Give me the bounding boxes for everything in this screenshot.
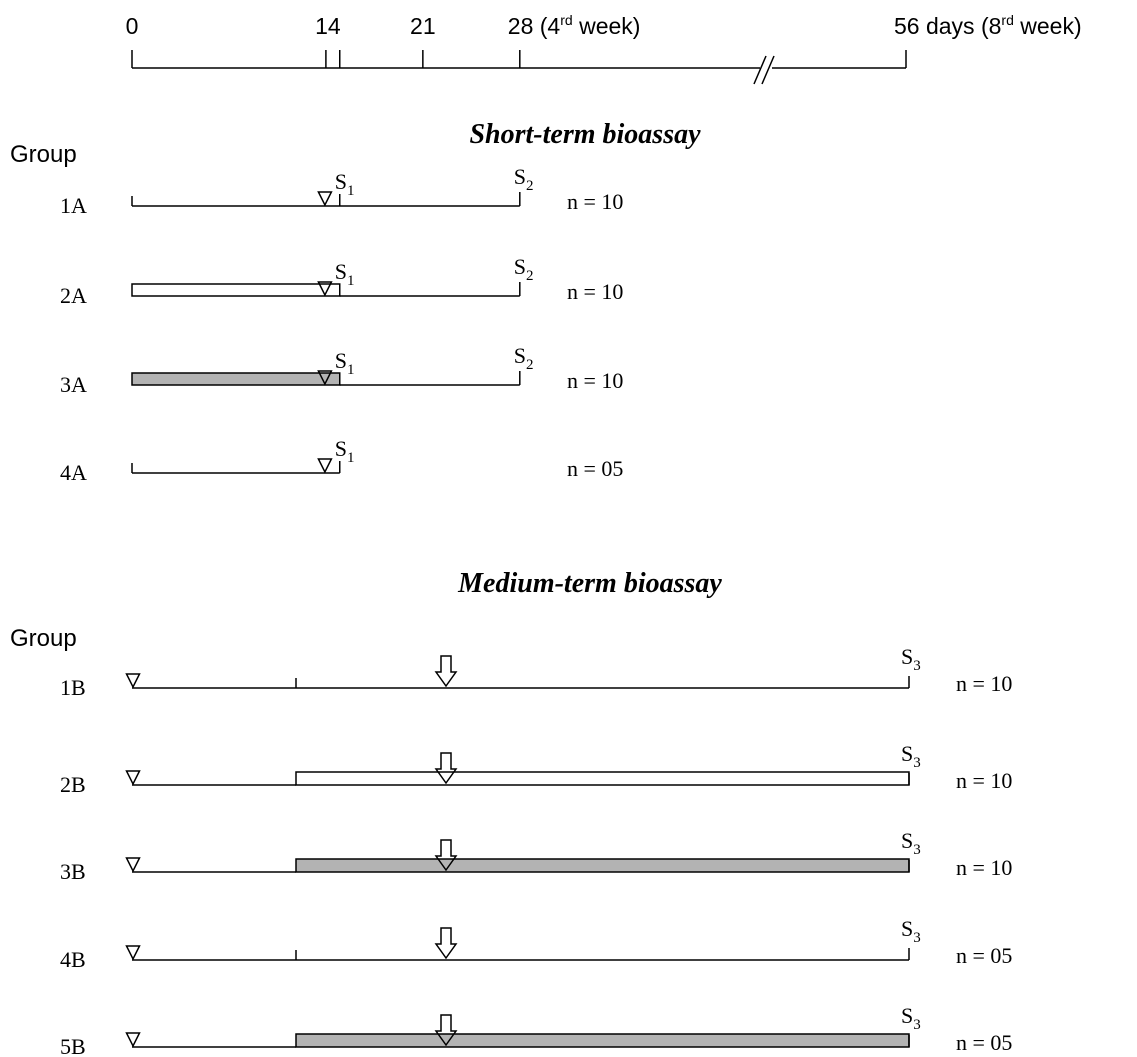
black-triangle-marker	[317, 281, 333, 297]
sample-size-label: n = 05	[567, 456, 623, 481]
row-label: 3A	[60, 372, 87, 397]
medium-term-rows: 1B S3 n = 10 2B S3 n = 10 3B S3 n = 10 4B S3 n = 05…	[60, 644, 1012, 1057]
down-arrow-icon	[434, 655, 458, 688]
row-label: 4A	[60, 460, 87, 485]
open-triangle-marker	[125, 945, 141, 961]
short-term-group-header: Group	[10, 141, 77, 168]
treatment-bar-shaded	[295, 1033, 910, 1048]
axis-tick-label: 0	[126, 13, 139, 39]
down-arrow-icon	[434, 1014, 458, 1047]
axis-tick-label: 21	[410, 13, 436, 39]
sampling-s1-label: S1	[335, 169, 355, 199]
sampling-s1-label: S1	[335, 259, 355, 289]
short-term-rows: 1A S1 S2 n = 10 2A S1 S2 n = 10 3A S1 S2 n = 10 4A S1…	[60, 164, 623, 485]
black-triangle-marker	[317, 191, 333, 207]
treatment-bar-shaded	[131, 372, 341, 386]
medium-term-row: 1B S3 n = 10	[60, 644, 1012, 700]
medium-term-row: 2B S3 n = 10	[60, 741, 1012, 797]
open-triangle-marker	[125, 1032, 141, 1048]
short-term-row: 4A S1 n = 05	[60, 436, 623, 485]
sample-size-label: n = 10	[956, 768, 1012, 793]
time-axis: 0 14 21 28 (4rd week) 56 days (8rd week)	[126, 12, 1082, 85]
grey-triangle-marker	[125, 770, 141, 786]
grey-triangle-marker	[125, 673, 141, 689]
row-label: 2B	[60, 772, 86, 797]
treatment-bar-shaded	[295, 858, 910, 873]
sample-size-label: n = 10	[567, 279, 623, 304]
sample-size-label: n = 10	[567, 368, 623, 393]
short-term-row: 2A S1 S2 n = 10	[60, 254, 623, 308]
medium-term-title: Medium-term bioassay	[457, 568, 722, 599]
medium-term-row: 4B S3 n = 05	[60, 916, 1012, 972]
sampling-s3-label: S3	[901, 1003, 921, 1033]
treatment-bar-open	[295, 771, 910, 786]
sample-size-label: n = 10	[567, 189, 623, 214]
medium-term-row: 3B S3 n = 10	[60, 828, 1012, 884]
sample-size-label: n = 10	[956, 855, 1012, 880]
sample-size-label: n = 10	[956, 671, 1012, 696]
sampling-s3-label: S3	[901, 828, 921, 858]
row-label: 2A	[60, 283, 87, 308]
row-label: 4B	[60, 947, 86, 972]
treatment-bar-open	[131, 283, 341, 297]
row-label: 3B	[60, 859, 86, 884]
black-triangle-marker	[317, 370, 333, 386]
sampling-s2-label: S2	[514, 164, 534, 194]
axis-break-mark-1	[753, 55, 767, 85]
short-term-row: 1A S1 S2 n = 10	[60, 164, 623, 218]
open-triangle-marker	[317, 458, 333, 474]
sampling-s2-label: S2	[514, 343, 534, 373]
sample-size-label: n = 05	[956, 943, 1012, 968]
axis-tick-label: 56 days (8rd week)	[894, 12, 1082, 39]
sampling-s3-label: S3	[901, 916, 921, 946]
axis-break-mark-2	[761, 55, 775, 85]
axis-tick-label: 28 (4rd week)	[508, 12, 641, 39]
row-label: 5B	[60, 1034, 86, 1057]
short-term-title: Short-term bioassay	[469, 119, 701, 150]
sample-size-label: n = 05	[956, 1030, 1012, 1055]
down-arrow-icon	[434, 752, 458, 785]
down-arrow-icon	[434, 927, 458, 960]
axis-tick-label: 14	[315, 13, 341, 39]
row-label: 1B	[60, 675, 86, 700]
down-arrow-icon	[434, 839, 458, 872]
short-term-row: 3A S1 S2 n = 10	[60, 343, 623, 397]
medium-term-row: 5B S3 n = 05	[60, 1003, 1012, 1057]
sampling-s1-label: S1	[335, 348, 355, 378]
sampling-s1-label: S1	[335, 436, 355, 466]
row-label: 1A	[60, 193, 87, 218]
sampling-s3-label: S3	[901, 741, 921, 771]
grey-triangle-marker	[125, 857, 141, 873]
sampling-s3-label: S3	[901, 644, 921, 674]
sampling-s2-label: S2	[514, 254, 534, 284]
medium-term-group-header: Group	[10, 625, 77, 652]
